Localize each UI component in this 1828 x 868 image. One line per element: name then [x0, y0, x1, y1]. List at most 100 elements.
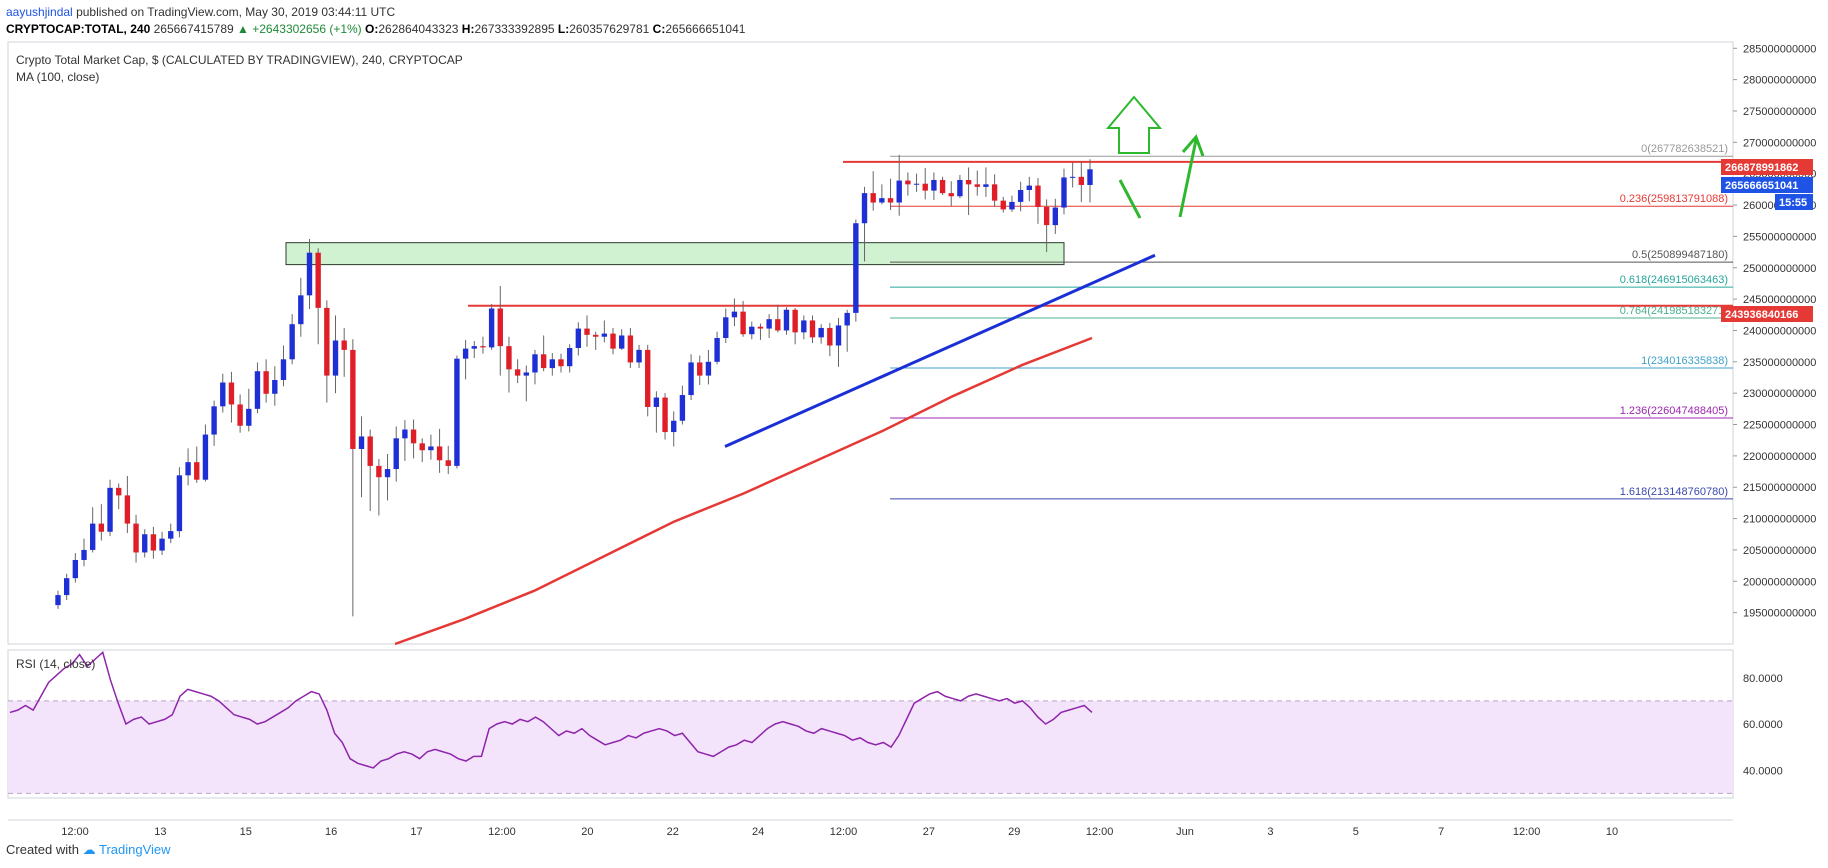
candle-body: [983, 184, 989, 187]
candle-body: [159, 538, 165, 551]
candle-body: [662, 397, 668, 433]
candle-body: [358, 436, 365, 449]
candle-body: [1035, 185, 1041, 207]
candle-body: [896, 180, 902, 203]
candle-body: [532, 354, 538, 373]
candle-body: [228, 382, 235, 405]
fib-level-label: 0.5(250899487180): [1632, 249, 1728, 261]
candle-body: [1043, 206, 1050, 226]
tradingview-logo-icon: ☁: [82, 842, 96, 857]
candle-body: [98, 523, 105, 532]
fib-level-label: 1(234016335838): [1641, 355, 1728, 367]
candle-body: [948, 193, 954, 197]
candle-body: [931, 179, 937, 191]
tradingview-link[interactable]: TradingView: [99, 842, 171, 857]
l-label: L:: [557, 22, 570, 36]
price-label-box: [1721, 177, 1813, 193]
x-tick-label: Jun: [1176, 826, 1194, 838]
fib-level-label: 0.236(259813791088): [1620, 193, 1728, 205]
y-tick-label: 215000000000: [1743, 482, 1816, 494]
fib-level-label: 0(267782638521): [1641, 143, 1728, 155]
candle-body: [367, 436, 373, 466]
candle-body: [974, 184, 980, 187]
candle-body: [792, 309, 798, 333]
candle-body: [272, 379, 278, 394]
candle-body: [697, 362, 703, 376]
publish-line: aayushjindal published on TradingView.co…: [6, 4, 745, 21]
candle-body: [237, 404, 243, 426]
open-value: 262864043323: [378, 22, 459, 36]
candle-body: [861, 193, 868, 224]
fib-level-label: 1.236(226047488405): [1620, 405, 1728, 417]
candle-body: [957, 179, 963, 197]
candle-body: [584, 328, 590, 335]
candle-body: [107, 487, 113, 532]
candle-body: [384, 469, 391, 478]
candle-body: [1009, 201, 1015, 210]
y-tick-label: 280000000000: [1743, 75, 1816, 87]
candle-body: [419, 443, 425, 451]
y-tick-label: 235000000000: [1743, 357, 1816, 369]
candle-body: [523, 372, 529, 376]
candle-body: [55, 595, 61, 606]
candle-body: [653, 397, 660, 407]
created-with-text: Created with: [6, 842, 79, 857]
x-tick-label: 12:00: [488, 826, 516, 838]
candle-body: [150, 534, 157, 551]
fib-level-label: 0.618(246915063463): [1620, 274, 1728, 286]
candle-body: [168, 531, 174, 539]
ma-indicator-label: MA (100, close): [16, 70, 99, 84]
chart-header: aayushjindal published on TradingView.co…: [6, 4, 745, 38]
bullish-trendline: [724, 253, 1156, 448]
candle-body: [445, 460, 451, 466]
y-tick-label: 240000000000: [1743, 325, 1816, 337]
candle-body: [1069, 176, 1076, 178]
y-tick-label: 200000000000: [1743, 576, 1816, 588]
y-tick-label: 210000000000: [1743, 514, 1816, 526]
candle-body: [688, 362, 694, 396]
candle-body: [393, 438, 399, 470]
y-tick-label: 225000000000: [1743, 420, 1816, 432]
author-link[interactable]: aayushjindal: [6, 5, 73, 19]
candle-body: [376, 465, 382, 478]
candle-body: [592, 334, 599, 337]
candle-body: [1078, 176, 1085, 185]
candle-body: [462, 348, 469, 359]
x-tick-label: 12:00: [1086, 826, 1114, 838]
price-label-box: [1721, 306, 1813, 322]
rsi-tick-label: 80.0000: [1743, 673, 1783, 685]
rsi-tick-label: 60.0000: [1743, 719, 1783, 731]
x-tick-label: 24: [752, 826, 764, 838]
y-tick-label: 275000000000: [1743, 106, 1816, 118]
x-tick-label: 7: [1438, 826, 1444, 838]
low-value: 260357629781: [569, 22, 650, 36]
candle-body: [723, 317, 729, 338]
y-tick-label: 220000000000: [1743, 451, 1816, 463]
candle-body: [480, 346, 486, 348]
candle-body: [454, 358, 460, 466]
candle-body: [731, 311, 738, 318]
last-price: 265667415789: [153, 22, 234, 36]
candle-body: [619, 335, 625, 349]
candle-body: [740, 311, 746, 335]
y-tick-label: 195000000000: [1743, 608, 1816, 620]
candle-body: [1061, 177, 1067, 208]
x-tick-label: 20: [581, 826, 593, 838]
candle-body: [905, 180, 911, 185]
footer: Created with ☁ TradingView: [6, 842, 171, 858]
candle-body: [645, 349, 651, 407]
candle-body: [636, 349, 642, 363]
candle-body: [436, 446, 443, 461]
x-tick-label: 13: [154, 826, 166, 838]
candle-body: [124, 495, 131, 524]
main-pane-frame: [7, 41, 1734, 645]
candle-body: [922, 183, 928, 191]
candle-body: [939, 179, 946, 194]
x-tick-label: 12:00: [830, 826, 858, 838]
x-tick-label: 3: [1267, 826, 1273, 838]
rsi-band-fill: [8, 700, 1733, 794]
ma100-line: [394, 336, 1093, 646]
x-tick-label: 22: [667, 826, 679, 838]
y-tick-label: 245000000000: [1743, 294, 1816, 306]
